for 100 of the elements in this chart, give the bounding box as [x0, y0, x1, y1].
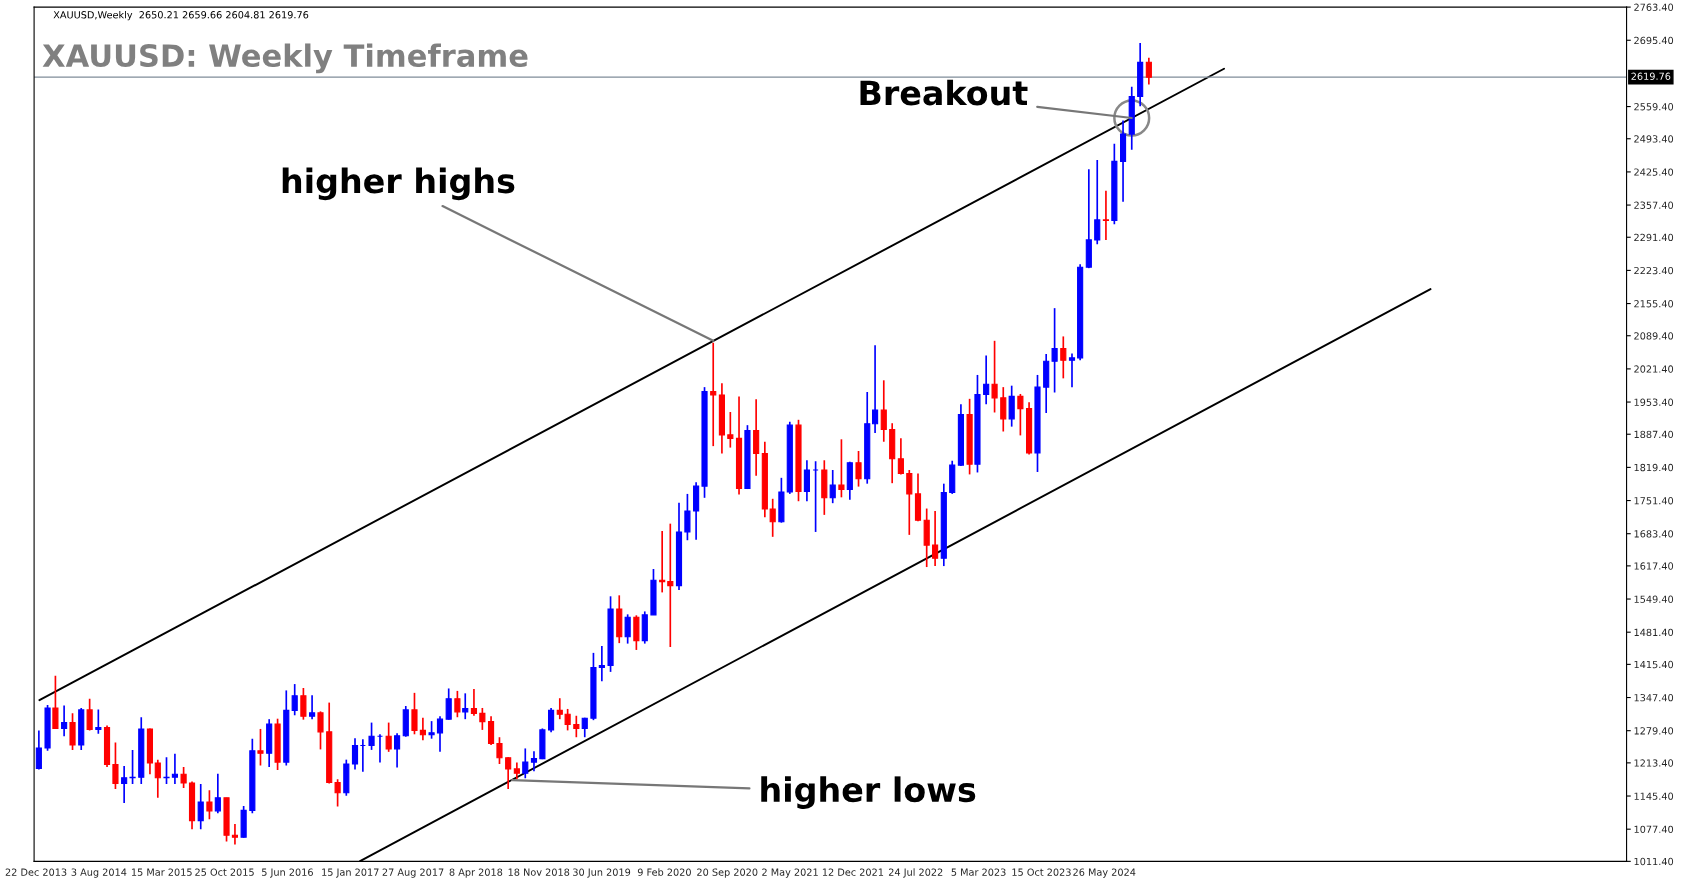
candlestick	[1102, 189, 1110, 241]
candlestick	[1000, 386, 1007, 433]
candlestick	[69, 712, 76, 751]
y-tick-label: 1617.40	[1634, 562, 1674, 570]
candlestick	[197, 783, 204, 831]
y-tick-label: 1751.40	[1634, 497, 1674, 505]
candlestick	[1051, 307, 1058, 394]
candlestick	[291, 683, 298, 717]
candlestick	[906, 469, 913, 536]
candlestick	[829, 469, 836, 505]
x-tick-label: 20 Sep 2020	[697, 868, 758, 878]
y-tick-label: 2021.40	[1634, 365, 1674, 373]
candlestick	[548, 707, 555, 734]
y-tick-label: 1011.40	[1634, 857, 1674, 866]
candlestick	[838, 438, 845, 499]
candlestick	[983, 354, 990, 406]
candlestick	[769, 497, 776, 538]
candlestick	[61, 704, 68, 738]
y-tick-label: 1953.40	[1634, 398, 1674, 406]
candlestick	[1094, 159, 1101, 246]
candlestick	[1008, 384, 1015, 428]
candlestick	[445, 687, 452, 721]
candlestick	[855, 450, 862, 488]
ref-line-label: 2619.76	[1631, 72, 1671, 80]
candlestick	[487, 715, 495, 746]
candlestick	[667, 522, 674, 648]
x-tick-label: 27 Aug 2017	[382, 868, 444, 878]
candlestick	[1060, 335, 1067, 380]
candlestick	[334, 778, 341, 808]
x-tick-label: 24 Jul 2022	[888, 868, 943, 878]
y-tick-label: 1077.40	[1634, 825, 1674, 834]
candlestick	[479, 707, 486, 731]
candlestick	[530, 750, 538, 773]
candlestick	[932, 510, 939, 567]
y-tick-label: 2291.40	[1634, 233, 1674, 242]
x-tick-label: 15 Mar 2015	[131, 868, 192, 876]
y-tick-label: 1347.40	[1634, 694, 1674, 702]
y-tick-label: 2425.40	[1634, 168, 1674, 176]
candlestick	[454, 690, 461, 719]
candlestick	[684, 493, 691, 542]
candlestick	[411, 692, 418, 736]
y-tick-label: 1279.40	[1634, 727, 1674, 735]
candlestick	[112, 741, 119, 790]
x-tick-label: 26 May 2024	[1073, 868, 1136, 878]
x-tick-label: 5 Jun 2016	[262, 868, 313, 878]
y-tick-label: 2695.40	[1634, 36, 1674, 45]
y-tick-label: 1683.40	[1634, 530, 1674, 538]
candlestick	[522, 747, 529, 780]
candlestick	[86, 697, 93, 732]
candlestick	[257, 728, 264, 767]
x-tick-label: 15 Jan 2017	[322, 868, 379, 878]
candlestick	[710, 341, 717, 447]
candlestick	[351, 737, 359, 771]
candlestick	[573, 714, 580, 739]
candlestick	[633, 614, 640, 651]
y-tick-label: 2763.40	[1634, 3, 1674, 11]
x-tick-label: 5 Mar 2023	[951, 868, 1006, 876]
candlestick	[897, 437, 904, 476]
candlestick	[1017, 393, 1024, 437]
annotation: higher highs	[282, 167, 515, 201]
y-tick-label: 1213.40	[1634, 759, 1674, 767]
annotation: higher lows	[761, 776, 976, 809]
candlestick	[231, 823, 239, 846]
candlestick	[419, 716, 426, 741]
y-tick-label: 2493.40	[1634, 135, 1674, 143]
candlestick	[598, 645, 605, 682]
y-tick-label: 1415.40	[1634, 660, 1674, 669]
candlestick	[753, 398, 760, 477]
x-tick-label: 9 Feb 2020	[637, 868, 691, 876]
candlestick	[206, 789, 213, 820]
x-tick-label: 30 Jun 2019	[573, 868, 631, 878]
candlestick	[991, 339, 998, 414]
x-tick-label: 18 Nov 2018	[508, 868, 570, 876]
candlestick	[121, 765, 128, 804]
candlestick	[171, 752, 178, 785]
y-tick-label: 1887.40	[1634, 430, 1674, 439]
candlestick	[505, 756, 512, 790]
y-tick-label: 1481.40	[1634, 628, 1674, 637]
x-tick-label: 12 Dec 2021	[822, 868, 884, 876]
annotation: Breakout	[860, 79, 1028, 106]
candlestick	[1068, 352, 1076, 388]
y-tick-label: 2559.40	[1634, 103, 1674, 111]
candlestick	[35, 729, 42, 771]
x-tick-label: 2 May 2021	[762, 868, 818, 878]
candlestick	[309, 694, 316, 721]
candlestick	[300, 687, 307, 721]
x-tick-label: 3 Aug 2014	[71, 868, 127, 878]
chart-subtitle: XAUUSD,Weekly 2650.21 2659.66 2604.81 2619.76	[53, 10, 309, 21]
x-tick-label: 22 Dec 2013	[5, 868, 67, 876]
y-tick-label: 1145.40	[1634, 792, 1674, 800]
y-tick-label: 2089.40	[1634, 332, 1674, 340]
candlestick	[871, 344, 879, 434]
candlestick	[317, 710, 324, 751]
candlestick	[727, 411, 734, 449]
candlestick	[470, 688, 478, 717]
candlestick	[368, 721, 375, 751]
candlestick	[154, 758, 161, 799]
candlestick	[436, 715, 444, 753]
y-tick-label: 2357.40	[1634, 201, 1674, 209]
candlestick	[52, 674, 59, 730]
